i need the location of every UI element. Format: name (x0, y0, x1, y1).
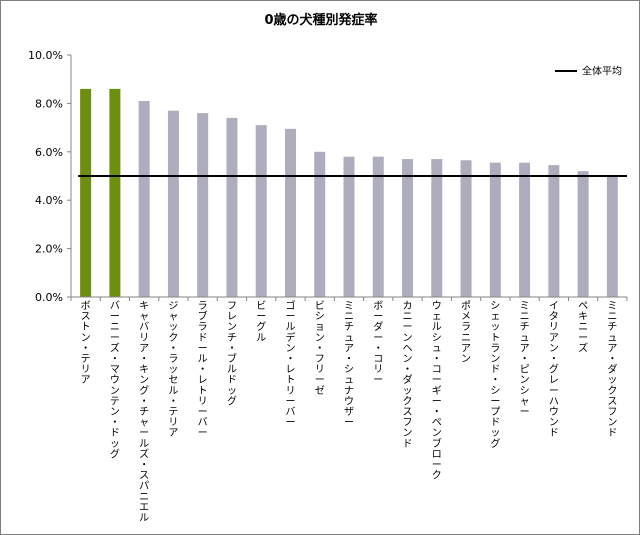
y-tick-label: 10.0% (28, 49, 63, 62)
x-tick-label: ボーダー・コリー (373, 300, 383, 386)
bar-8 (284, 128, 296, 297)
y-tick-label: 6.0% (35, 146, 63, 159)
x-tick-label: ミニチュア・シュナウザー (344, 301, 354, 429)
bar-7 (255, 125, 267, 298)
bar-1 (80, 88, 92, 297)
x-tick-label: ゴールデン・レトリーバー (285, 299, 295, 429)
x-tick-label: ポメラニアン (461, 300, 471, 365)
x-tick-label: ペキニーズ (578, 301, 588, 354)
x-tick-label: ボストン・テリア (81, 300, 91, 386)
legend-label: 全体平均 (582, 65, 622, 78)
y-tick-label: 2.0% (35, 243, 63, 256)
bar-3 (138, 100, 150, 297)
bar-9 (314, 151, 326, 297)
x-tick-label: イタリアン・グレーハウンド (549, 301, 559, 439)
bar-2 (109, 88, 121, 297)
bar-19 (606, 176, 618, 297)
bar-15 (489, 162, 501, 297)
x-tick-label: ビション・フリーゼ (315, 300, 325, 397)
chart-title: 0歳の犬種別発症率 (264, 13, 378, 28)
x-tick-label: ジャック・ラッセル・テリア (168, 301, 178, 439)
bar-16 (519, 162, 531, 297)
y-tick-label: 8.0% (35, 97, 63, 110)
bar-4 (167, 110, 179, 297)
x-tick-label: シェットランド・シープドッグ (490, 301, 500, 450)
bar-14 (460, 160, 472, 297)
bar-10 (343, 156, 355, 297)
x-tick-label: カニーンヘン・ダックスフンド (403, 300, 413, 450)
x-tick-label: ビーグル (256, 300, 266, 344)
bar-5 (197, 113, 209, 297)
x-tick-label: バーニーズ・マウンテン・ドッグ (110, 300, 120, 460)
x-tick-label: キャバリア・キング・チャールズ・スパニエル (139, 301, 149, 524)
x-tick-label: ラブラドール・レトリーバー (198, 300, 208, 439)
bar-17 (548, 165, 560, 297)
x-tick-label: ミニチュア・ピンシャー (520, 301, 530, 418)
x-tick-label: ウェルシュ・コーギー・ペンブローク (432, 300, 442, 482)
bar-18 (577, 171, 589, 297)
bar-11 (372, 156, 384, 297)
x-tick-label: フレンチ・ブルドッグ (227, 301, 237, 407)
bar-12 (402, 159, 414, 297)
bar-13 (431, 159, 443, 297)
y-tick-label: 0.0% (35, 291, 63, 304)
bar-6 (226, 117, 238, 297)
x-tick-label: ミニチュア・ダックスフンド (607, 301, 617, 439)
y-tick-label: 4.0% (35, 194, 63, 207)
